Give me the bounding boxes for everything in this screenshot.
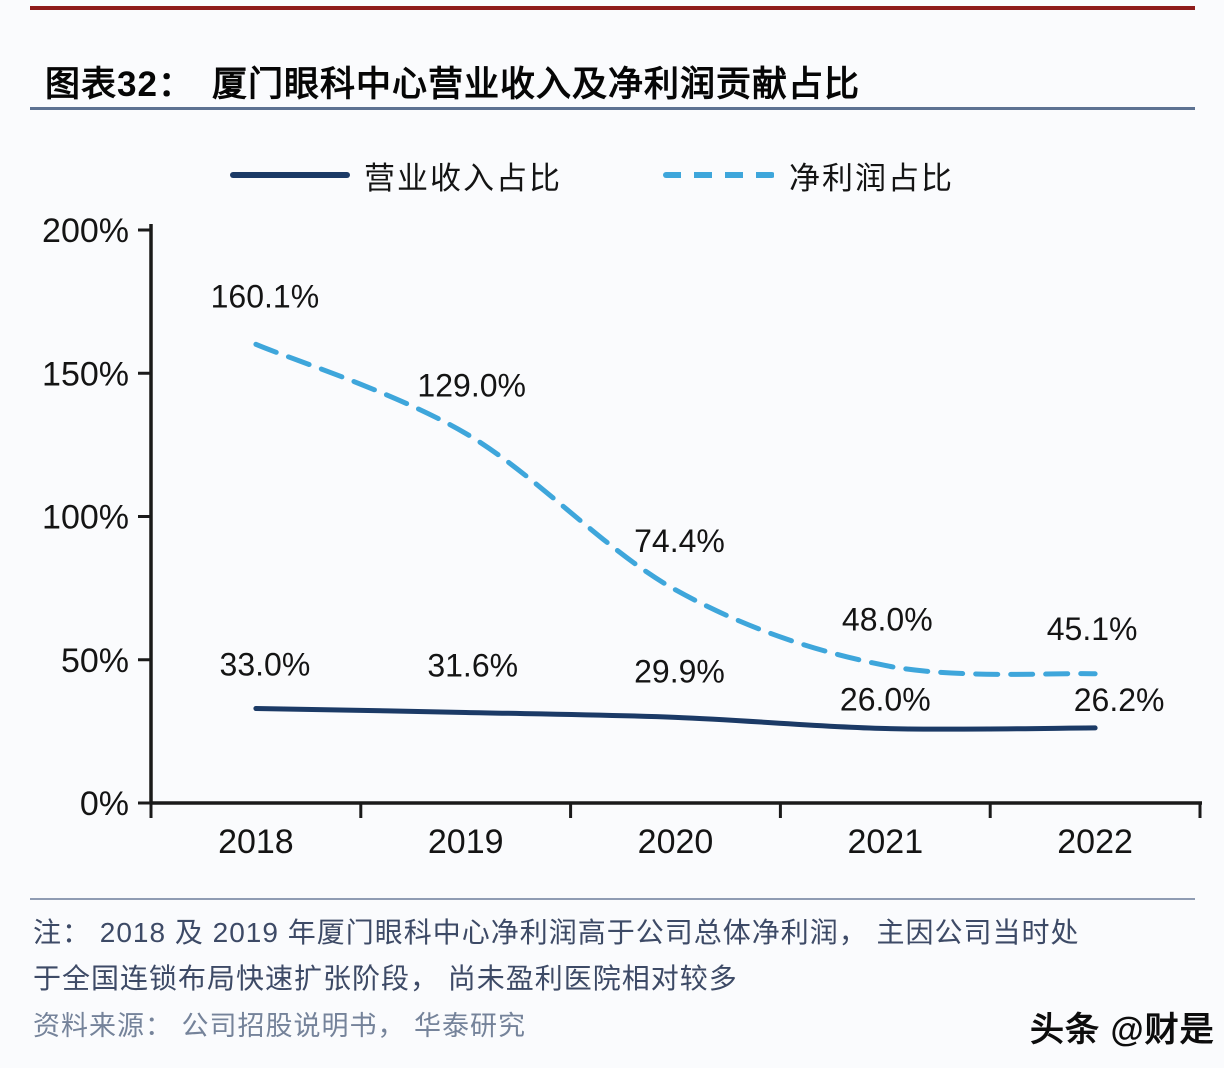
figure-number: 图表32：	[45, 65, 194, 104]
title-underline	[30, 107, 1195, 110]
data-label: 74.4%	[634, 523, 725, 559]
top-red-rule	[30, 6, 1195, 10]
revenue-line-swatch	[230, 172, 350, 178]
series-line-1	[253, 341, 1098, 677]
legend-item-revenue: 营业收入占比	[230, 152, 562, 198]
watermark: 头条 @财是	[1030, 1011, 1215, 1049]
x-tick-label: 2018	[218, 823, 294, 861]
note-line-2: 于全国连锁布局快速扩张阶段， 尚未盈利医院相对较多	[33, 963, 738, 994]
data-source: 资料来源： 公司招股说明书， 华泰研究	[33, 1011, 527, 1041]
legend-label-revenue: 营业收入占比	[364, 160, 562, 196]
legend-label-profit: 净利润占比	[789, 160, 954, 196]
data-label: 29.9%	[634, 653, 725, 689]
series-line-0	[253, 705, 1098, 732]
x-tick-label: 2020	[638, 823, 714, 861]
legend-item-profit: 净利润占比	[663, 152, 954, 198]
y-tick-label: 200%	[42, 212, 129, 250]
data-label: 31.6%	[427, 647, 518, 683]
chart-note: 注： 2018 及 2019 年厦门眼科中心净利润高于公司总体净利润， 主因公司…	[33, 910, 1203, 1002]
profit-line-swatch	[663, 172, 775, 178]
data-label: 48.0%	[842, 601, 933, 637]
y-tick-label: 150%	[42, 355, 129, 393]
line-chart: 0% 50% 100% 150% 200% 2018 2019 2020 2021 2022 33.…	[42, 212, 1202, 861]
x-tick-label: 2021	[847, 823, 923, 861]
data-label: 33.0%	[220, 646, 311, 682]
x-tick-label: 2022	[1057, 823, 1133, 861]
data-label: 26.0%	[840, 682, 931, 718]
x-tick-label: 2019	[428, 823, 504, 861]
data-label: 26.2%	[1074, 682, 1165, 718]
data-label: 45.1%	[1047, 611, 1138, 647]
footer-divider	[30, 898, 1195, 900]
figure-title: 图表32： 厦门眼科中心营业收入及净利润贡献占比	[45, 56, 860, 107]
y-tick-label: 100%	[42, 499, 129, 537]
data-label: 160.1%	[211, 278, 320, 314]
figure-title-text: 厦门眼科中心营业收入及净利润贡献占比	[211, 65, 860, 104]
y-tick-label: 0%	[80, 785, 129, 823]
data-label: 129.0%	[417, 367, 526, 403]
chart-legend: 营业收入占比 净利润占比	[0, 152, 1224, 198]
note-line-1: 注： 2018 及 2019 年厦门眼科中心净利润高于公司总体净利润， 主因公司…	[33, 917, 1080, 948]
y-tick-label: 50%	[61, 642, 129, 680]
